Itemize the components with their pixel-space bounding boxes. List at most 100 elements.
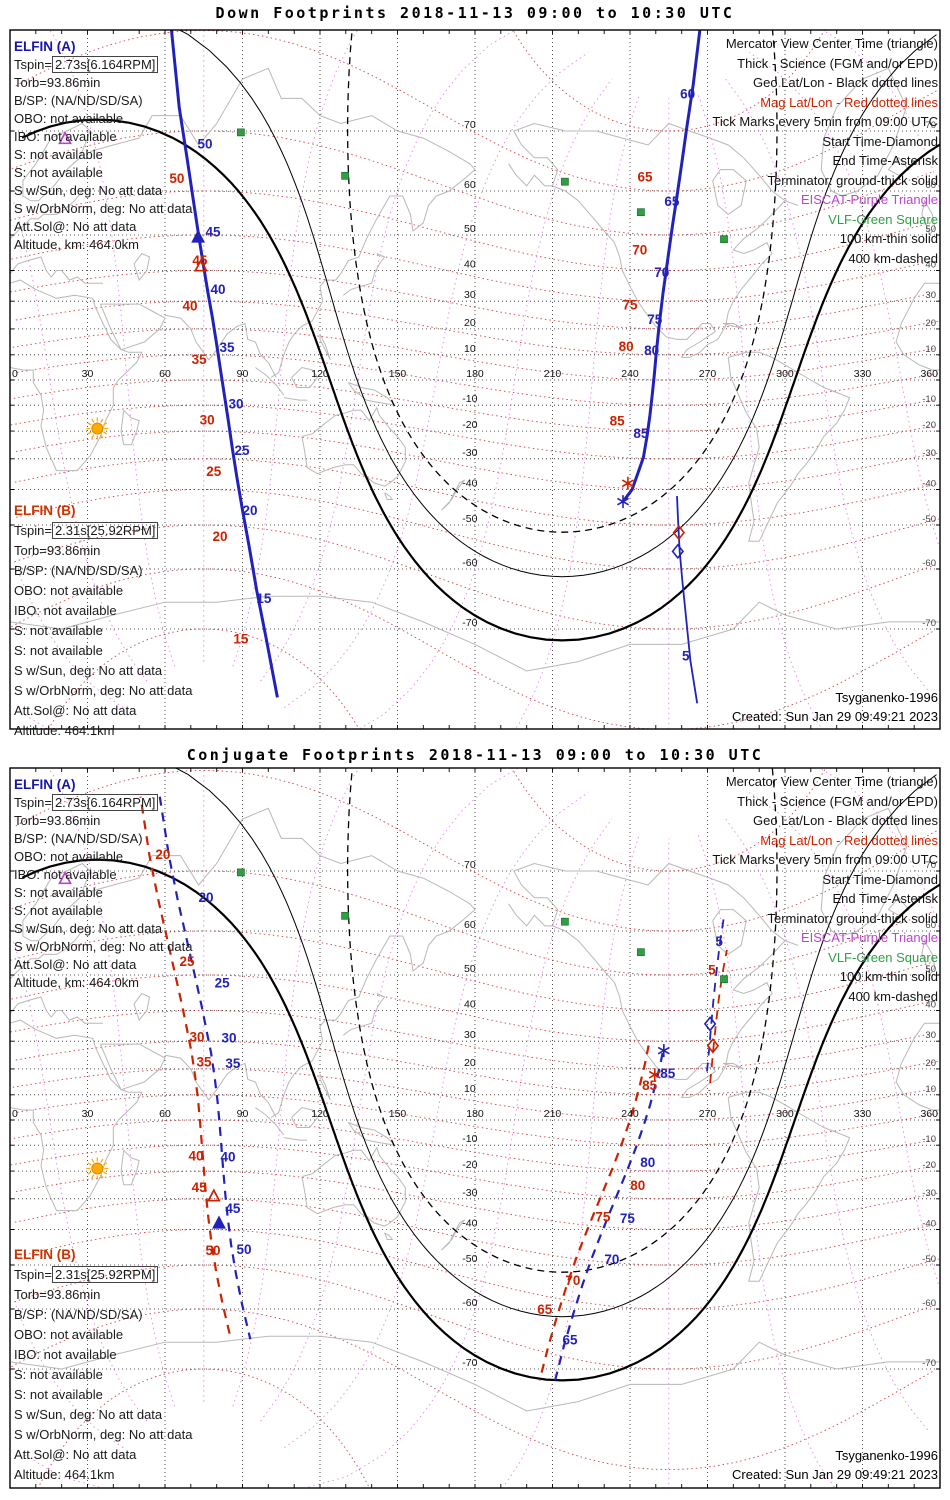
- lon-axis-label: 360: [920, 1108, 938, 1120]
- lon-axis-label: 0: [12, 1108, 18, 1120]
- elfin_b-info-line: Torb=93.86min: [14, 543, 101, 558]
- vlf-station-square: [341, 171, 349, 180]
- elfin_b-header: ELFIN (B): [14, 1247, 76, 1262]
- elfin_a-info-line: Altitude, km: 464.0km: [14, 975, 139, 990]
- lon-axis-label: 150: [389, 368, 407, 380]
- time-tick-label: 85: [633, 426, 649, 441]
- time-tick-label: 5: [682, 649, 690, 664]
- legend-line: VLF-Green Square: [828, 211, 938, 227]
- elfin_b-info-line: S w/OrbNorm, deg: No att data: [14, 683, 193, 698]
- lat-axis-label: -50: [462, 513, 477, 525]
- lon-axis-label: 30: [82, 368, 94, 380]
- legend-line: 100 km-thin solid: [839, 969, 938, 984]
- elfin_b-tspin: Tspin= 2.31s[25.92RPM]: [14, 1265, 192, 1285]
- elfin_b-info-line: S: not available: [14, 623, 103, 638]
- legend-line: 100 km-thin solid: [839, 231, 938, 246]
- lat-axis-label-right: -60: [922, 558, 936, 569]
- lat-axis-label-right: -10: [922, 1134, 936, 1145]
- time-tick-label: 40: [183, 299, 198, 314]
- legend-line: Thick - Science (FGM and/or EPD): [737, 55, 938, 71]
- time-tick-label: 45: [192, 1180, 208, 1195]
- lat-axis-label: -30: [462, 1187, 477, 1199]
- elfin_a-info-line: S: not available: [14, 885, 103, 900]
- lat-axis-label: -30: [462, 447, 477, 459]
- time-tick-label: 50: [169, 171, 184, 186]
- time-tick-label: 30: [229, 397, 244, 412]
- lat-axis-label: 60: [464, 179, 476, 191]
- lat-axis-label: 20: [464, 317, 476, 329]
- eiscat-station-triangle: [58, 870, 72, 885]
- elfin_a-info-line: S w/OrbNorm, deg: No att data: [14, 939, 193, 954]
- time-tick-label: 70: [604, 1252, 619, 1267]
- elfin_a-header: ELFIN (A): [14, 777, 76, 792]
- elfin_b-info-line: OBO: not available: [14, 1327, 124, 1342]
- vlf-station-square: [561, 177, 569, 186]
- elfin_b-info-line: Altitude: 464.1km: [14, 1467, 115, 1482]
- time-tick-label: 50: [237, 1242, 252, 1257]
- time-tick-label: 85: [660, 1066, 676, 1081]
- elfin_a-info-line: B/SP: (NA/ND/SD/SA): [14, 831, 143, 846]
- lat-axis-label-right: -40: [922, 1218, 936, 1229]
- legend-line: Mercator View Center Time (triangle): [725, 36, 938, 51]
- elfin-descending-track: [621, 30, 702, 503]
- lon-axis-label: 270: [699, 368, 717, 380]
- created-credit: Created: Sun Jan 29 09:49:21 2023: [732, 1467, 938, 1482]
- conjugate-descending-track: [158, 796, 252, 1340]
- blue-diamond-marker: [703, 1016, 717, 1032]
- lon-axis-label: 60: [159, 1108, 171, 1120]
- elfin-start-segment: [676, 496, 699, 704]
- page-title: Down Footprints 2018-11-13 09:00 to 10:3…: [215, 4, 735, 22]
- lat-axis-label: -10: [462, 393, 477, 405]
- time-tick-label: 20: [213, 529, 228, 544]
- time-tick-label: 35: [192, 352, 208, 367]
- lon-axis-label: 60: [159, 368, 171, 380]
- elfin_b-info-line: IBO: not available: [14, 603, 117, 618]
- legend-line: Tick Marks every 5min from 09:00 UTC: [712, 114, 938, 129]
- time-tick-label: 65: [637, 170, 653, 185]
- elfin_a-info-line: B/SP: (NA/ND/SD/SA): [14, 93, 143, 108]
- elfin_b-info-line: Att.Sol@: No att data: [14, 1447, 137, 1462]
- blue-asterisk-marker: [657, 1044, 670, 1058]
- time-tick-label: 5: [708, 963, 716, 978]
- time-tick-label: 30: [222, 1031, 237, 1046]
- time-tick-label: 75: [595, 1209, 611, 1224]
- time-tick-label: 80: [630, 1178, 645, 1193]
- time-tick-label: 20: [242, 503, 257, 518]
- elfin-ascending-track: [170, 30, 279, 698]
- lon-axis-label: 360: [920, 368, 938, 380]
- time-tick-label: 75: [647, 312, 663, 327]
- lon-axis-label: 0: [12, 368, 18, 380]
- lat-axis-label-right: 60: [925, 920, 936, 931]
- time-tick-label: 65: [664, 194, 680, 209]
- time-tick-label: 35: [196, 1055, 212, 1070]
- lat-axis-label: -70: [462, 617, 477, 629]
- legend-line: EISCAT-Purple Triangle: [800, 930, 938, 945]
- legend-line: EISCAT-Purple Triangle: [800, 192, 938, 207]
- time-tick-label: 30: [200, 412, 215, 427]
- elfin_a-tspin: Tspin= 2.73s[6.164RPM]: [14, 794, 192, 812]
- model-credit: Tsyganenko-1996: [835, 690, 938, 705]
- sun-icon: [86, 417, 109, 440]
- legend-line: Start Time-Diamond: [822, 133, 938, 149]
- lon-axis-label: 90: [237, 1108, 249, 1120]
- red-asterisk-marker: [648, 1068, 661, 1082]
- elfin_b-info-line: B/SP: (NA/ND/SD/SA): [14, 563, 143, 578]
- lat-axis-label: 10: [464, 343, 476, 355]
- lon-axis-label: 30: [82, 1108, 94, 1120]
- time-tick-label: 65: [537, 1302, 553, 1317]
- lat-axis-label: -60: [462, 1297, 477, 1309]
- lon-axis-label: 300: [776, 368, 794, 380]
- vlf-station-square: [341, 911, 349, 920]
- time-tick-label: 20: [199, 890, 214, 905]
- lat-axis-label: 20: [464, 1057, 476, 1069]
- lat-axis-label: 60: [464, 919, 476, 931]
- lat-axis-label: 70: [464, 859, 476, 871]
- lat-axis-label: -50: [462, 1253, 477, 1265]
- time-tick-label: 50: [198, 136, 213, 151]
- lon-axis-label: 120: [311, 368, 329, 380]
- legend-line: Terminator: ground-thick solid: [767, 910, 938, 926]
- legend-line: 400 km-dashed: [848, 250, 938, 266]
- lat-axis-label-right: 70: [925, 120, 936, 131]
- lat-axis-label-right: -20: [922, 420, 936, 431]
